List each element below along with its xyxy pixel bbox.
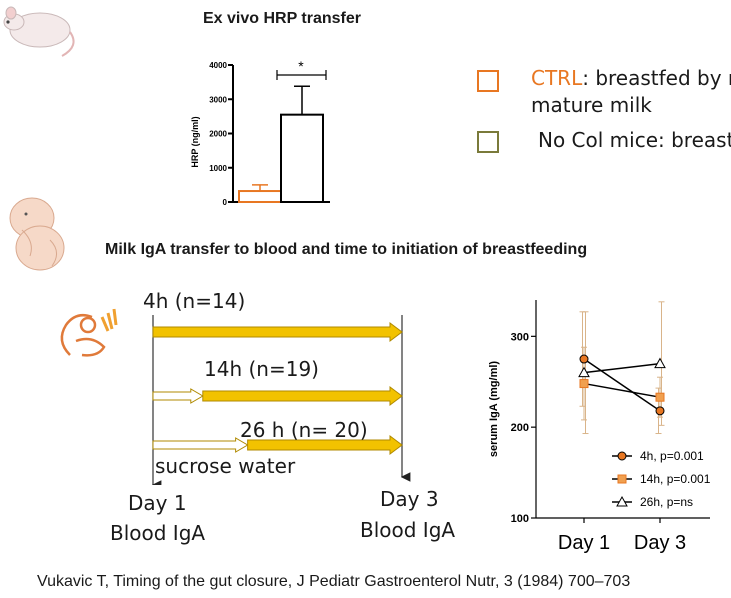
timeline-row1-label: 4h (n=14) <box>143 289 246 313</box>
legend-ctrl-prefix: CTRL <box>531 66 583 90</box>
data-point <box>655 392 665 402</box>
y-tick-label: 4000 <box>209 61 227 70</box>
day3-note: Blood IgA <box>360 518 456 542</box>
timeline-row3-label: 26 h (n= 20) <box>240 418 368 442</box>
y-axis-label: serum IgA (mg/ml) <box>488 361 500 457</box>
iga-section-title: Milk IgA transfer to blood and time to i… <box>105 241 588 258</box>
baby-image <box>0 190 75 280</box>
series-line <box>583 362 661 374</box>
data-point <box>579 354 589 364</box>
y-tick-label: 3000 <box>209 95 227 104</box>
data-point <box>654 357 666 369</box>
y-tick-label: 200 <box>511 422 529 434</box>
y-axis-label: HRP (ng/ml) <box>190 116 200 167</box>
sucrose-arrow <box>152 437 249 453</box>
legend-nocol-label: No Col mice: breastf <box>538 128 731 152</box>
legend-marker <box>617 474 627 484</box>
breastfeeding-icon <box>52 305 124 368</box>
y-tick-label: 100 <box>511 513 529 525</box>
bar-No Col <box>280 113 324 203</box>
series-line <box>583 382 661 398</box>
legend-marker <box>616 495 628 507</box>
breastfeeding-arrow <box>202 386 403 406</box>
legend-label: 14h, p=0.001 <box>640 472 711 486</box>
hrp-section-title: Ex vivo HRP transfer <box>203 10 361 27</box>
bar-CTRL <box>238 190 282 203</box>
y-tick-label: 0 <box>223 198 228 207</box>
x-tick-label: Day 3 <box>634 532 686 554</box>
legend-ctrl-text: : breastfed by m <box>582 66 731 90</box>
breastfeeding-arrow <box>152 322 403 342</box>
legend-ctrl-line2: mature milk <box>531 93 652 117</box>
serum-iga-chart: 100 200 300 serum IgA (mg/ml) Day 1 Day 3 4h, … <box>488 300 711 554</box>
y-tick-label: 2000 <box>209 130 227 139</box>
legend-ctrl-swatch <box>477 70 499 92</box>
y-tick-label: 300 <box>511 331 529 343</box>
data-point <box>578 366 590 378</box>
timeline-row2-label: 14h (n=19) <box>204 357 319 381</box>
day1-note: Blood IgA <box>110 521 206 545</box>
sucrose-water-label: sucrose water <box>155 454 296 478</box>
legend-label: 26h, p=ns <box>640 495 693 509</box>
sucrose-arrow <box>152 388 204 404</box>
legend-ctrl-label: CTRL: breastfed by m <box>531 66 731 90</box>
hrp-bar-chart: 0 1000 2000 3000 4000 HRP (ng/ml) * <box>190 58 330 207</box>
y-tick-label: 1000 <box>209 164 227 173</box>
data-point <box>579 379 589 389</box>
series-line <box>583 358 661 412</box>
timeline-diagram <box>151 315 411 485</box>
significance-star: * <box>298 58 304 74</box>
x-tick-label: Day 1 <box>558 532 610 554</box>
legend-nocol-swatch <box>477 131 499 153</box>
legend-marker <box>617 451 627 461</box>
day1-label: Day 1 <box>128 491 187 515</box>
day3-label: Day 3 <box>380 487 439 511</box>
mouse-image <box>0 0 80 67</box>
legend-label: 4h, p=0.001 <box>640 449 704 463</box>
citation: Vukavic T, Timing of the gut closure, J … <box>37 573 631 590</box>
breastfeeding-arrow <box>247 435 403 455</box>
data-point <box>655 406 665 416</box>
